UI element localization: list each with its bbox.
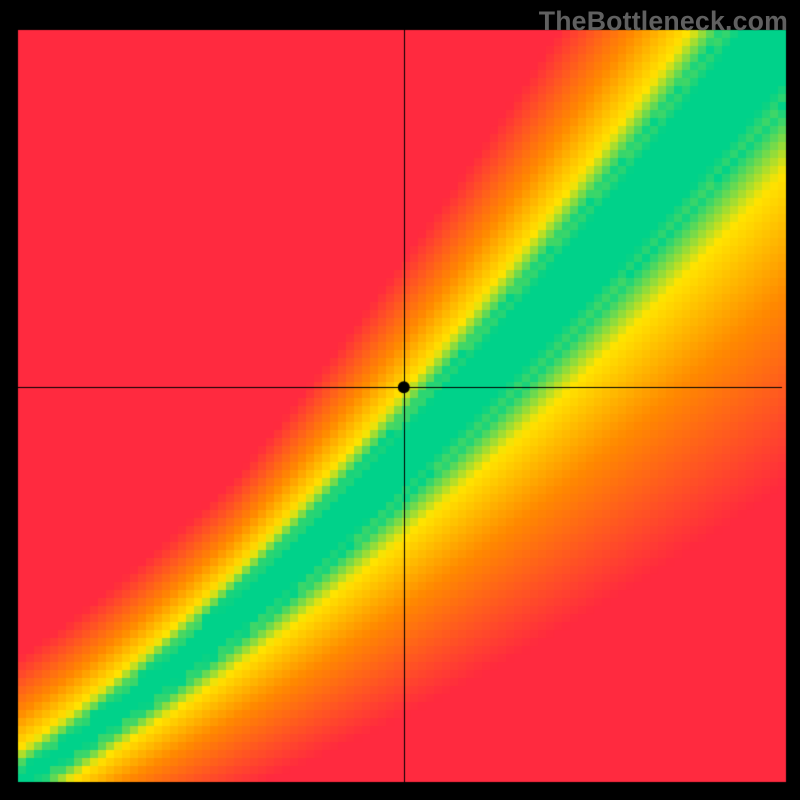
watermark-text: TheBottleneck.com (539, 6, 788, 37)
bottleneck-heatmap (0, 0, 800, 800)
figure-container: TheBottleneck.com (0, 0, 800, 800)
